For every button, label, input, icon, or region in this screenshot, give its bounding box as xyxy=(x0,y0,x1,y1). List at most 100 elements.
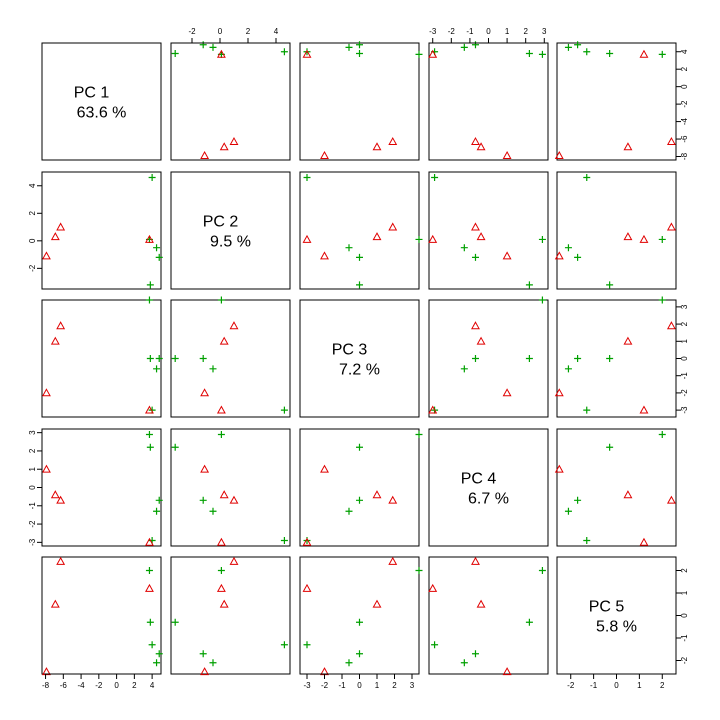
point-triangle-marker xyxy=(428,405,438,414)
axis-tick-label: 2 xyxy=(660,681,665,690)
point-triangle-marker xyxy=(56,556,66,565)
right-axis-row1: -8 -6 -4 -2 0 2 4 xyxy=(675,49,689,160)
axis-tick-label: 0 xyxy=(218,27,223,36)
point-plus-marker xyxy=(658,430,666,438)
point-plus-marker xyxy=(280,48,288,56)
point-plus-marker xyxy=(217,430,225,438)
point-plus-marker xyxy=(148,641,156,649)
axis-tick-label: -2 xyxy=(95,681,103,690)
panel-r4-c4: PC 4 6.7 % xyxy=(428,428,549,547)
point-plus-marker xyxy=(356,253,363,261)
point-plus-marker xyxy=(606,443,614,451)
axis-tick-label: -4 xyxy=(680,117,689,125)
panel-r3-c5 xyxy=(554,296,677,418)
axis-tick-label: 3 xyxy=(680,304,689,309)
point-plus-marker xyxy=(415,567,423,574)
axis-tick-label: 0 xyxy=(614,681,619,690)
point-triangle-marker xyxy=(666,495,676,504)
point-triangle-marker xyxy=(388,222,398,231)
point-plus-marker xyxy=(155,496,163,504)
point-plus-marker xyxy=(583,406,591,414)
point-plus-marker xyxy=(538,567,546,574)
point-plus-marker xyxy=(471,253,479,261)
point-triangle-marker xyxy=(302,49,312,58)
bottom-axis-col1: -8 -6 -4 -2 0 2 4 xyxy=(42,673,155,690)
point-plus-marker xyxy=(525,49,533,57)
point-plus-marker xyxy=(538,296,546,304)
point-plus-marker xyxy=(153,507,161,515)
left-axis-row2: -2 0 2 4 xyxy=(28,183,43,272)
point-plus-marker xyxy=(574,496,582,504)
point-triangle-marker xyxy=(476,599,486,608)
point-triangle-marker xyxy=(639,405,649,414)
point-triangle-marker xyxy=(50,599,60,608)
point-triangle-marker xyxy=(428,583,438,592)
axis-tick-label: 1 xyxy=(28,466,37,471)
panel-r2-c1 xyxy=(41,171,163,290)
point-triangle-marker xyxy=(502,388,512,397)
point-triangle-marker xyxy=(554,388,564,397)
panel-frame xyxy=(428,42,549,161)
axis-tick-label: 3 xyxy=(542,27,547,36)
axis-tick-label: -6 xyxy=(60,681,68,690)
point-plus-marker xyxy=(155,253,163,261)
panel-r3-c3: PC 3 7.2 % xyxy=(299,299,420,418)
point-plus-marker xyxy=(209,507,217,515)
axis-tick-label: -1 xyxy=(338,681,346,690)
panel-frame xyxy=(170,42,291,161)
point-plus-marker xyxy=(583,537,591,545)
diagonal-variance-label: 7.2 % xyxy=(339,362,380,379)
point-plus-marker xyxy=(658,235,666,243)
point-plus-marker xyxy=(345,43,353,51)
panel-frame xyxy=(41,42,162,161)
point-plus-marker xyxy=(303,174,311,182)
panel-frame xyxy=(428,428,549,547)
point-plus-marker xyxy=(171,443,179,451)
axis-tick-label: 0 xyxy=(680,84,689,89)
panel-frame xyxy=(41,299,162,418)
panel-r1-c2 xyxy=(170,41,291,161)
point-triangle-marker xyxy=(302,537,312,546)
point-plus-marker xyxy=(280,641,288,649)
point-plus-marker xyxy=(209,659,217,667)
point-triangle-marker xyxy=(200,388,210,397)
point-plus-marker xyxy=(431,641,439,649)
right-axis-row5: -2 -1 0 1 2 xyxy=(675,568,689,664)
diagonal-variance-label: 6.7 % xyxy=(468,491,509,508)
axis-tick-label: 3 xyxy=(410,681,415,690)
point-plus-marker xyxy=(415,235,423,243)
point-plus-marker xyxy=(146,443,154,451)
panel-r1-c3 xyxy=(299,41,423,161)
point-triangle-marker xyxy=(145,537,154,546)
point-triangle-marker xyxy=(219,599,229,608)
axis-tick-label: 2 xyxy=(132,681,137,690)
axis-tick-label: 0 xyxy=(114,681,119,690)
panel-r5-c1 xyxy=(41,556,163,676)
panel-frame xyxy=(299,171,420,290)
point-plus-marker xyxy=(345,244,353,252)
point-triangle-marker xyxy=(50,490,60,499)
axis-tick-label: 0 xyxy=(680,356,689,361)
panel-frame xyxy=(556,556,677,675)
point-plus-marker xyxy=(471,650,479,658)
point-plus-marker xyxy=(217,296,225,304)
point-triangle-marker xyxy=(200,151,210,160)
point-plus-marker xyxy=(564,43,572,51)
point-triangle-marker xyxy=(229,321,239,330)
point-plus-marker xyxy=(199,496,207,504)
point-triangle-marker xyxy=(216,583,226,592)
point-triangle-marker xyxy=(229,556,239,565)
panel-frame xyxy=(556,42,677,161)
point-plus-marker xyxy=(471,355,479,362)
axis-tick-label: 1 xyxy=(680,339,689,344)
axis-tick-label: 0 xyxy=(28,238,37,243)
point-triangle-marker xyxy=(219,336,229,345)
point-plus-marker xyxy=(460,244,468,252)
point-triangle-marker xyxy=(372,142,382,151)
point-triangle-marker xyxy=(56,495,66,504)
axis-tick-label: -1 xyxy=(28,502,37,510)
point-triangle-marker xyxy=(372,599,382,608)
panel-r5-c3 xyxy=(299,556,423,676)
diagonal-variable-name: PC 2 xyxy=(203,214,239,231)
